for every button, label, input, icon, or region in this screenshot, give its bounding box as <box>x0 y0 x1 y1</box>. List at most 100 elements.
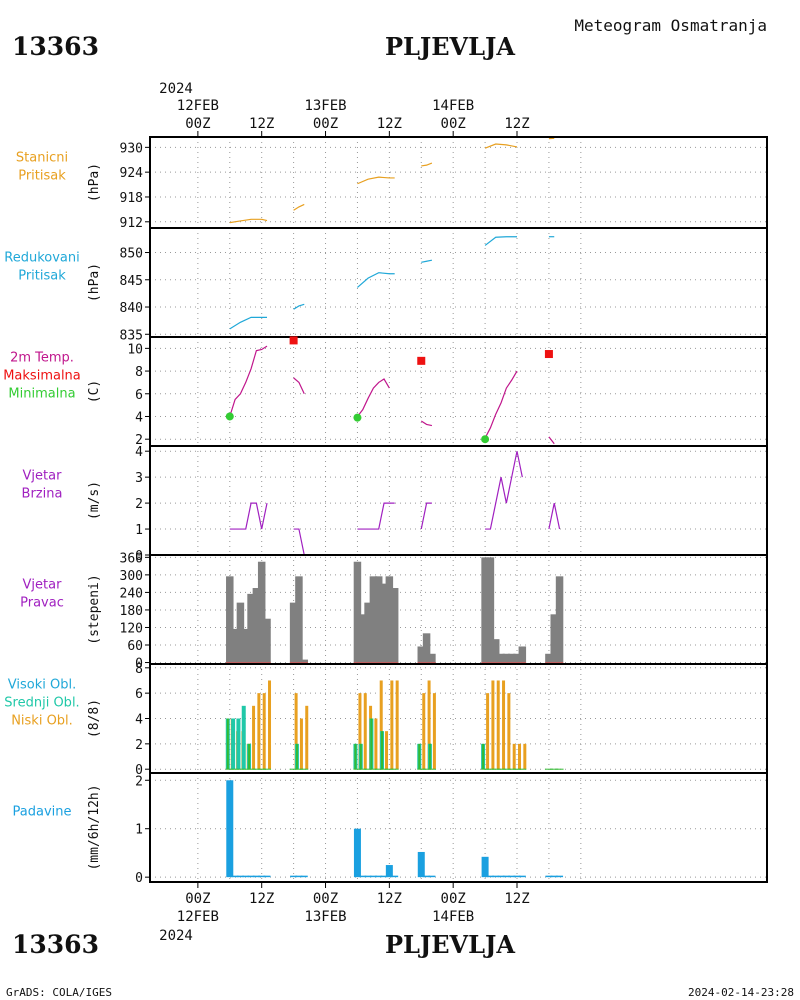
cloud-low-bar <box>518 743 522 770</box>
precip-bar <box>492 875 500 878</box>
cloud-low-bar <box>257 693 261 770</box>
panel-station_pressure: 912 918 924 930 Stanicni Pritisak (hPa) <box>16 137 767 231</box>
time-tick-label-bottom: 12Z <box>377 891 402 907</box>
precip-bar <box>247 875 255 878</box>
cloud-high-bar <box>381 731 384 770</box>
cloud-low-bar <box>363 693 367 770</box>
station-name-bottom: PLJEVLJA <box>385 930 515 959</box>
y-tick-label: 924 <box>120 166 144 181</box>
time-tick-label-bottom: 00Z <box>441 891 466 907</box>
cloud-low-bar <box>427 680 431 770</box>
series-line <box>548 502 561 530</box>
y-tick-label: 6 <box>135 687 143 702</box>
precip-bar <box>369 875 377 878</box>
wind-dir-bar <box>481 557 489 663</box>
panel-label: Brzina <box>22 487 63 502</box>
precip-bar <box>508 875 516 878</box>
cloud-low-bar <box>268 680 272 770</box>
y-tick-label: 4 <box>135 410 143 425</box>
precip-bar <box>290 875 298 878</box>
wind-dir-bar <box>236 602 245 663</box>
precip-bar <box>481 856 489 878</box>
cloud-mid-bar <box>241 705 246 770</box>
time-tick-label-top: 00Z <box>185 116 210 132</box>
cloud-low-bar <box>305 705 309 770</box>
wind-dir-bar <box>289 602 298 663</box>
wind-dir-bar <box>545 653 553 663</box>
y-tick-label: 850 <box>120 247 143 262</box>
precip-bar <box>242 875 250 878</box>
wind-dir-bar <box>502 653 511 663</box>
wind-dir-bar <box>550 614 558 663</box>
time-date-label-bottom: 12FEB <box>177 909 219 925</box>
panel-reduced_pressure: 835 840 845 850 Redukovani Pritisak (hPa) <box>4 227 767 343</box>
precip-bar <box>375 875 383 878</box>
y-tick-label: 2 <box>135 774 143 789</box>
precip-bar <box>263 875 271 878</box>
y-tick-label: 918 <box>120 191 143 206</box>
time-axis-bottom-year: 2024 <box>159 928 193 944</box>
y-tick-label: 0 <box>135 549 143 564</box>
cloud-low-bar <box>432 693 436 770</box>
min-temp-marker <box>225 412 234 421</box>
precip-bar <box>236 875 244 878</box>
cloud-high-bar <box>482 743 485 770</box>
cloud-low-bar <box>294 693 298 770</box>
series-line <box>357 502 395 530</box>
precip-bar <box>380 875 388 878</box>
series-line <box>548 436 555 445</box>
wind-dir-bar <box>491 639 500 663</box>
wind-dir-bar <box>241 628 250 663</box>
cloud-low-bar <box>390 680 394 770</box>
time-tick-label-top: 12Z <box>504 116 529 132</box>
station-id-bottom: 13363 <box>12 930 99 959</box>
y-tick-label: 845 <box>120 274 143 289</box>
y-tick-label: 2 <box>135 497 143 512</box>
precip-bar <box>300 875 308 878</box>
wind-dir-bar <box>385 576 394 663</box>
wind-dir-bar <box>353 561 362 663</box>
wind-dir-bar <box>252 588 261 663</box>
y-tick-label: 0 <box>135 871 143 886</box>
y-tick-label: 4 <box>135 445 143 460</box>
cloud-low-bar <box>491 680 495 770</box>
unit-label: (m/s) <box>87 481 102 520</box>
series-line <box>420 502 432 530</box>
time-axis-top-year: 2024 <box>159 81 193 97</box>
cloud-low-bar <box>379 680 383 770</box>
precip-bar <box>550 875 558 878</box>
wind-dir-bar <box>497 653 505 663</box>
panel-label: Minimalna <box>8 387 75 402</box>
panel-label: Redukovani <box>4 251 79 266</box>
cloud-high-bar <box>248 743 251 770</box>
series-line <box>485 451 523 530</box>
precip-bar <box>417 851 425 878</box>
precip-bar <box>391 875 399 878</box>
time-date-label-top: 14FEB <box>432 98 474 114</box>
time-date-label-top: 12FEB <box>177 98 219 114</box>
y-tick-label: 930 <box>120 141 143 156</box>
cloud-low-bar <box>507 693 511 770</box>
wind-dir-bar <box>300 659 308 663</box>
min-temp-marker <box>353 413 362 422</box>
min-temp-marker <box>481 435 490 444</box>
time-tick-label-top: 00Z <box>313 116 338 132</box>
precip-bar <box>226 780 234 878</box>
max-temp-marker <box>544 350 553 359</box>
station-id-top: 13363 <box>12 32 99 61</box>
cloud-mid-bar <box>231 718 236 770</box>
panel-clouds: 0 2 4 6 8 Visoki Obl. Srednji Obl. Niski Obl. (8… <box>4 662 767 778</box>
panel-label: Vjetar <box>23 578 63 593</box>
wind-dir-bar <box>555 576 564 663</box>
time-tick-label-bottom: 00Z <box>185 891 210 907</box>
y-tick-label: 0 <box>135 763 143 778</box>
time-axis: 00Z 12FEB 00Z 12FEB 12Z 12Z 00Z 13FEB 00Z 13FEB 12… <box>177 98 530 925</box>
panel-label: 2m Temp. <box>10 351 74 366</box>
time-tick-label-bottom: 12Z <box>504 891 529 907</box>
unit-label: (8/8) <box>87 699 102 738</box>
precip-bar <box>497 875 505 878</box>
wind-dir-bar <box>364 602 372 663</box>
series-line <box>229 316 268 330</box>
precip-bar <box>359 875 367 878</box>
